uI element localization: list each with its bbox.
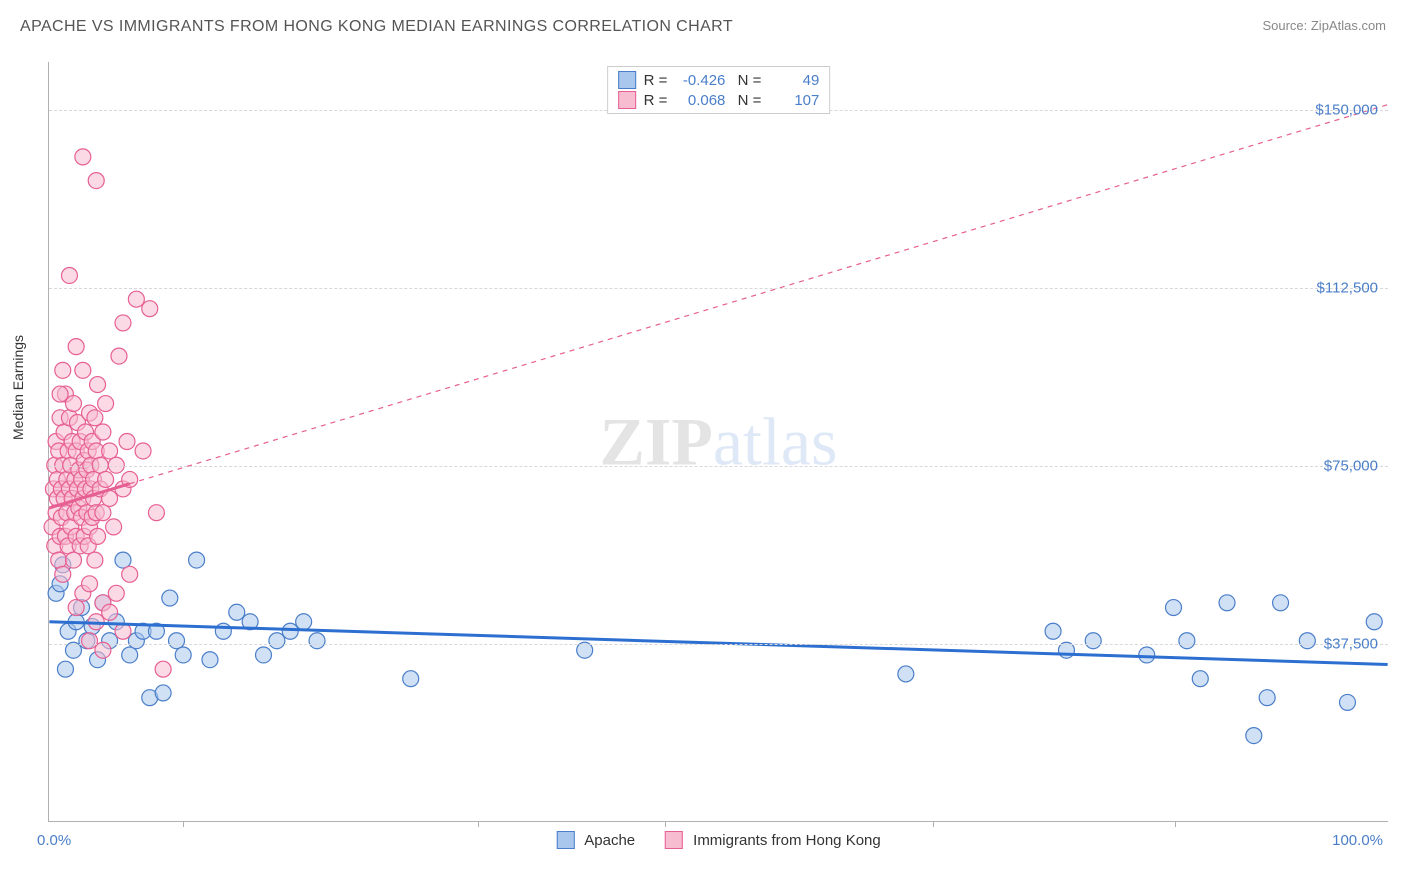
- data-point: [1085, 633, 1101, 649]
- gridline: [49, 288, 1388, 289]
- data-point: [898, 666, 914, 682]
- data-point: [1166, 600, 1182, 616]
- data-point: [229, 604, 245, 620]
- data-point: [155, 685, 171, 701]
- data-point: [87, 410, 103, 426]
- chart-title: APACHE VS IMMIGRANTS FROM HONG KONG MEDI…: [20, 18, 733, 36]
- data-point: [75, 362, 91, 378]
- data-point: [309, 633, 325, 649]
- data-point: [128, 291, 144, 307]
- data-point: [52, 386, 68, 402]
- data-point: [256, 647, 272, 663]
- gridline: [49, 466, 1388, 467]
- data-point: [106, 519, 122, 535]
- data-point: [61, 267, 77, 283]
- data-point: [102, 604, 118, 620]
- data-point: [1045, 623, 1061, 639]
- data-point: [122, 647, 138, 663]
- x-tick: [183, 821, 184, 827]
- data-point: [51, 552, 67, 568]
- data-point: [57, 661, 73, 677]
- data-point: [202, 652, 218, 668]
- data-point: [296, 614, 312, 630]
- data-point: [90, 377, 106, 393]
- data-point: [269, 633, 285, 649]
- y-tick-label: $37,500: [1324, 635, 1378, 652]
- data-point: [162, 590, 178, 606]
- source-label: Source: ZipAtlas.com: [1262, 18, 1386, 33]
- scatter-plot-svg: [49, 62, 1388, 821]
- data-point: [142, 301, 158, 317]
- data-point: [68, 339, 84, 355]
- data-point: [1299, 633, 1315, 649]
- data-point: [90, 528, 106, 544]
- data-point: [115, 315, 131, 331]
- data-point: [87, 552, 103, 568]
- data-point: [169, 633, 185, 649]
- data-point: [102, 443, 118, 459]
- y-axis-label: Median Earnings: [10, 335, 26, 440]
- data-point: [175, 647, 191, 663]
- data-point: [108, 585, 124, 601]
- data-point: [1139, 647, 1155, 663]
- data-point: [55, 566, 71, 582]
- trend-line-extrapolated: [130, 105, 1388, 484]
- data-point: [155, 661, 171, 677]
- data-point: [95, 505, 111, 521]
- data-point: [135, 443, 151, 459]
- stats-legend-box: R =-0.426 N =49 R =0.068 N =107: [607, 66, 831, 114]
- data-point: [1192, 671, 1208, 687]
- x-tick: [1175, 821, 1176, 827]
- x-tick: [665, 821, 666, 827]
- chart-plot-area: ZIPatlas R =-0.426 N =49 R =0.068 N =107…: [48, 62, 1388, 822]
- x-axis-min-label: 0.0%: [37, 832, 71, 849]
- data-point: [98, 396, 114, 412]
- data-point: [122, 566, 138, 582]
- data-point: [88, 173, 104, 189]
- data-point: [75, 149, 91, 165]
- stats-row-series2: R =0.068 N =107: [618, 90, 820, 110]
- data-point: [1339, 694, 1355, 710]
- gridline: [49, 644, 1388, 645]
- data-point: [1273, 595, 1289, 611]
- y-tick-label: $150,000: [1315, 101, 1378, 118]
- swatch-series1: [618, 71, 636, 89]
- data-point: [282, 623, 298, 639]
- swatch-series2: [618, 91, 636, 109]
- data-point: [1246, 728, 1262, 744]
- stats-row-series1: R =-0.426 N =49: [618, 70, 820, 90]
- data-point: [1219, 595, 1235, 611]
- data-point: [65, 396, 81, 412]
- data-point: [111, 348, 127, 364]
- data-point: [1259, 690, 1275, 706]
- data-point: [115, 552, 131, 568]
- data-point: [1366, 614, 1382, 630]
- x-axis-max-label: 100.0%: [1332, 832, 1383, 849]
- x-tick: [933, 821, 934, 827]
- data-point: [189, 552, 205, 568]
- legend-swatch-hongkong: [665, 831, 683, 849]
- legend-swatch-apache: [556, 831, 574, 849]
- data-point: [68, 600, 84, 616]
- data-point: [98, 471, 114, 487]
- data-point: [1179, 633, 1195, 649]
- legend-label-hongkong: Immigrants from Hong Kong: [693, 832, 881, 849]
- data-point: [148, 505, 164, 521]
- y-tick-label: $112,500: [1317, 279, 1378, 296]
- x-tick: [478, 821, 479, 827]
- data-point: [82, 633, 98, 649]
- data-point: [119, 434, 135, 450]
- bottom-legend: Apache Immigrants from Hong Kong: [556, 831, 880, 849]
- data-point: [403, 671, 419, 687]
- data-point: [65, 552, 81, 568]
- data-point: [82, 576, 98, 592]
- data-point: [95, 424, 111, 440]
- y-tick-label: $75,000: [1324, 457, 1378, 474]
- legend-label-apache: Apache: [584, 832, 635, 849]
- data-point: [55, 362, 71, 378]
